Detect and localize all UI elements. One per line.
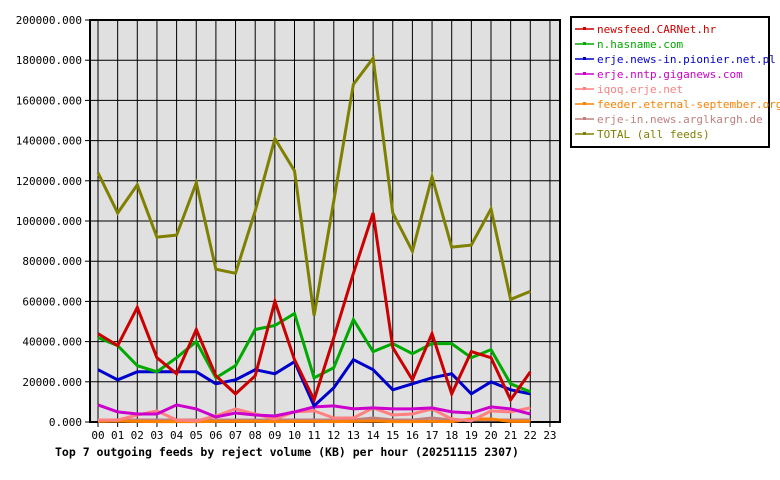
legend-marker	[583, 42, 586, 45]
x-tick-label: 19	[465, 429, 478, 442]
y-tick-label: 100000.000	[16, 215, 82, 228]
series-line	[97, 311, 531, 394]
y-tick-label: 0.000	[49, 416, 82, 429]
series-line	[98, 406, 531, 423]
legend-label: feeder.eternal-september.org	[597, 98, 780, 111]
legend-marker	[583, 132, 586, 135]
x-tick-label: 15	[386, 429, 399, 442]
legend-label: TOTAL (all feeds)	[597, 128, 710, 141]
series-lines	[96, 54, 532, 424]
x-tick-label: 04	[170, 429, 184, 442]
x-tick-label: 09	[268, 429, 281, 442]
x-tick-label: 12	[327, 429, 340, 442]
x-tick-label: 13	[347, 429, 360, 442]
legend-label: erje.nntp.giganews.com	[597, 68, 743, 81]
legend-label: iqoq.erje.net	[597, 83, 683, 96]
legend-marker	[583, 57, 586, 60]
legend-label: erje.news-in.pionier.net.pl	[597, 53, 776, 66]
y-tick-label: 60000.000	[22, 295, 82, 308]
x-tick-label: 08	[249, 429, 262, 442]
legend-marker	[583, 72, 586, 75]
y-tick-label: 200000.000	[16, 14, 82, 27]
legend-label: newsfeed.CARNet.hr	[597, 23, 717, 36]
legend-items: newsfeed.CARNet.hr n.hasname.com erje.news…	[575, 23, 780, 141]
y-axis-ticks: 0.000 20000.000 40000.000 60000.000 80000.00…	[16, 14, 90, 429]
x-tick-label: 18	[445, 429, 458, 442]
x-tick-label: 07	[229, 429, 242, 442]
y-tick-label: 120000.000	[16, 175, 82, 188]
chart-title: Top 7 outgoing feeds by reject volume (K…	[55, 445, 519, 459]
x-tick-label: 14	[366, 429, 380, 442]
legend-label: n.hasname.com	[597, 38, 683, 51]
x-tick-label: 10	[288, 429, 301, 442]
y-tick-label: 160000.000	[16, 94, 82, 107]
y-tick-label: 80000.000	[22, 255, 82, 268]
x-tick-label: 03	[150, 429, 163, 442]
y-tick-label: 140000.000	[16, 135, 82, 148]
legend: newsfeed.CARNet.hr n.hasname.com erje.news…	[570, 16, 780, 148]
y-tick-label: 40000.000	[22, 336, 82, 349]
legend-marker	[583, 87, 586, 90]
x-axis-ticks: 00 01 02 03 04 05 06 07 08 09 10 11 12 13 14 15 16 17 18 19…	[91, 422, 557, 442]
x-tick-label: 06	[209, 429, 222, 442]
legend-marker	[583, 102, 586, 105]
y-tick-label: 180000.000	[16, 54, 82, 67]
x-tick-label: 05	[190, 429, 203, 442]
grid-lines	[90, 19, 560, 423]
x-tick-label: 16	[406, 429, 419, 442]
legend-marker	[583, 117, 586, 120]
x-tick-label: 21	[504, 429, 517, 442]
x-tick-label: 22	[524, 429, 537, 442]
y-tick-label: 20000.000	[22, 376, 82, 389]
x-tick-label: 01	[111, 429, 124, 442]
x-tick-label: 17	[425, 429, 438, 442]
x-tick-label: 11	[308, 429, 321, 442]
x-tick-label: 23	[543, 429, 556, 442]
x-tick-label: 02	[131, 429, 144, 442]
series-line	[97, 212, 532, 404]
legend-label: erje-in.news.arglkargh.de	[597, 113, 763, 126]
series-line	[96, 54, 531, 316]
legend-box	[570, 16, 770, 148]
legend-marker	[583, 27, 586, 30]
x-tick-label: 20	[484, 429, 497, 442]
x-tick-label: 00	[91, 429, 104, 442]
